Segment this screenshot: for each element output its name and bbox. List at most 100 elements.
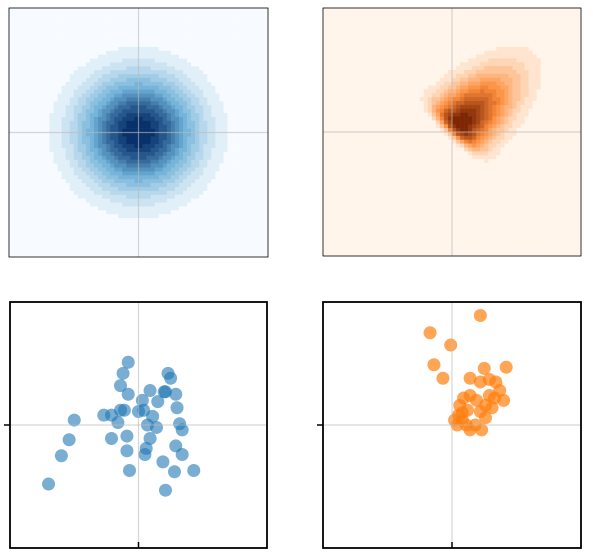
contour-cell (102, 50, 107, 55)
contour-cell (476, 15, 481, 20)
contour-cell (431, 19, 437, 24)
contour-cell (243, 202, 249, 207)
contour-cell (102, 151, 107, 157)
contour-cell (9, 179, 14, 184)
contour-cell (259, 155, 265, 161)
contour-cell (138, 46, 143, 52)
contour-cell (110, 50, 115, 55)
contour-cell (17, 144, 22, 149)
contour-cell (98, 70, 103, 75)
contour-cell (187, 109, 192, 114)
contour-cell (255, 35, 261, 40)
contour-cell (33, 27, 38, 32)
contour-cell (508, 39, 513, 44)
contour-cell (69, 198, 75, 203)
contour-cell (255, 50, 261, 55)
contour-cell (187, 132, 192, 137)
contour-cell (170, 233, 176, 238)
contour-cell (57, 109, 62, 114)
contour-cell (239, 109, 245, 114)
contour-cell (215, 116, 220, 122)
contour-cell (53, 8, 58, 13)
contour-cell (263, 214, 269, 219)
contour-cell (114, 15, 119, 20)
contour-cell (17, 89, 22, 94)
contour-cell (251, 39, 257, 44)
contour-cell (170, 27, 176, 32)
contour-cell (77, 155, 83, 161)
contour-cell (162, 19, 168, 24)
contour-cell (57, 19, 62, 24)
contour-cell (73, 210, 79, 215)
contour-cell (476, 58, 481, 63)
contour-cell (37, 120, 42, 126)
contour-cell (247, 163, 253, 168)
contour-cell (150, 128, 155, 133)
contour-cell (146, 128, 151, 133)
contour-cell (138, 11, 143, 17)
contour-cell (247, 253, 253, 258)
contour-cell (134, 116, 139, 122)
contour-cell (187, 113, 192, 118)
contour-cell (98, 237, 103, 242)
contour-cell (122, 66, 127, 71)
contour-cell (13, 81, 18, 87)
contour-cell (118, 210, 123, 215)
contour-cell (158, 253, 164, 258)
contour-cell (327, 54, 332, 59)
contour-cell (41, 148, 46, 153)
contour-cell (49, 23, 54, 28)
contour-cell (25, 253, 30, 258)
contour-cell (93, 221, 99, 227)
contour-cell (223, 11, 228, 17)
contour-cell (110, 70, 115, 75)
contour-cell (29, 105, 34, 110)
contour-cell (371, 35, 376, 40)
contour-cell (391, 39, 396, 44)
contour-cell (504, 54, 509, 59)
contour-cell (468, 42, 473, 48)
contour-cell (191, 210, 196, 215)
contour-cell (17, 198, 22, 203)
contour-cell (219, 116, 224, 122)
contour-cell (102, 163, 107, 168)
contour-cell (203, 120, 208, 126)
contour-cell (207, 43, 212, 48)
contour-cell (231, 183, 236, 188)
contour-cell (484, 31, 489, 36)
contour-cell (219, 31, 224, 36)
contour-cell (9, 113, 14, 118)
contour-cell (243, 35, 249, 40)
contour-cell (263, 66, 269, 71)
contour-cell (17, 237, 22, 242)
contour-cell (154, 140, 160, 145)
contour-cell (231, 101, 236, 106)
contour-cell (17, 105, 22, 110)
contour-cell (61, 128, 66, 133)
contour-cell (500, 46, 505, 51)
contour-cell (476, 50, 481, 55)
contour-cell (33, 198, 38, 203)
contour-cell (69, 93, 75, 98)
contour-cell (207, 35, 212, 40)
contour-cell (158, 74, 164, 79)
contour-cell (61, 101, 66, 106)
contour-cell (29, 190, 34, 196)
contour-cell (29, 198, 34, 203)
contour-cell (166, 15, 172, 20)
contour-cell (138, 109, 143, 114)
contour-cell (146, 183, 151, 188)
contour-cell (21, 171, 26, 176)
contour-cell (142, 241, 147, 246)
contour-cell (195, 19, 200, 24)
contour-cell (61, 140, 66, 145)
contour-cell (102, 116, 107, 122)
contour-cell (460, 15, 465, 20)
contour-cell (263, 132, 269, 137)
contour-cell (93, 93, 99, 98)
contour-cell (89, 105, 95, 110)
contour-cell (41, 221, 46, 227)
contour-cell (93, 171, 99, 176)
contour-cell (41, 15, 46, 20)
contour-cell (199, 206, 204, 211)
